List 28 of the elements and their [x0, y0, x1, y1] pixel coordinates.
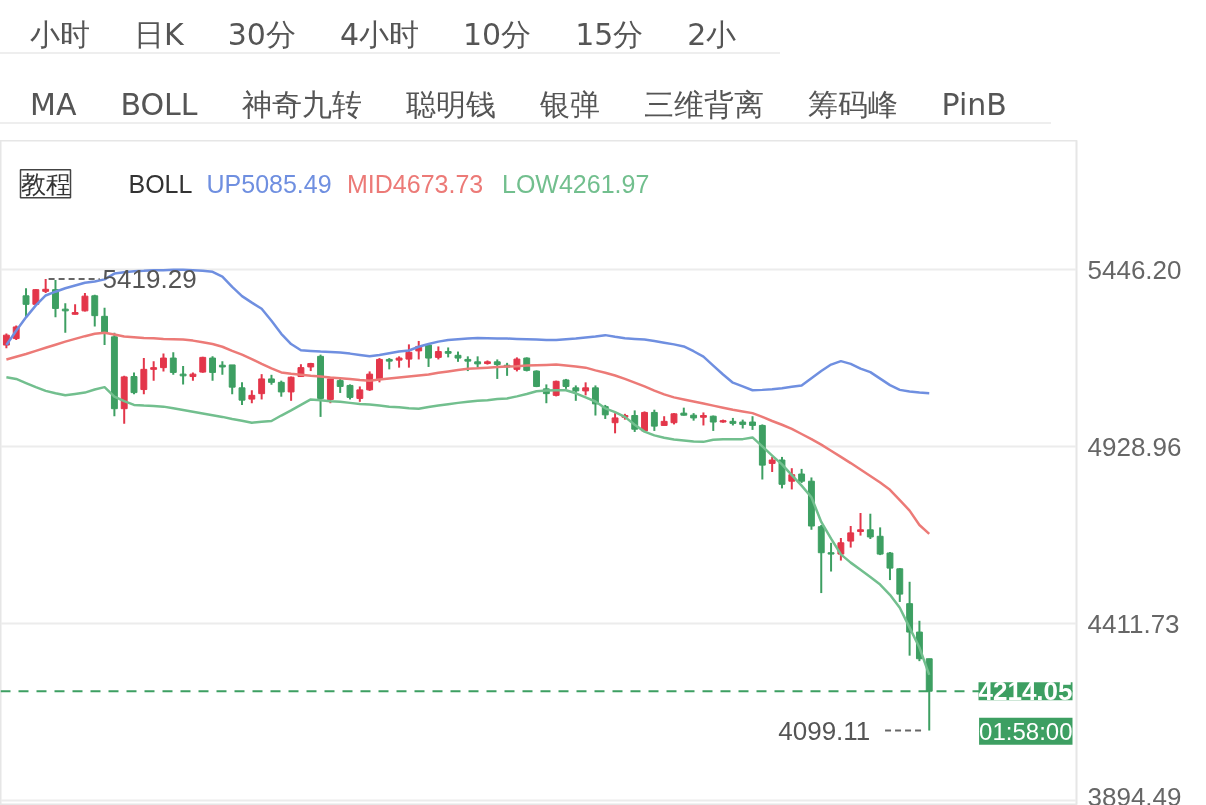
y-tick-label: 4928.96: [1087, 431, 1182, 462]
text: 2小: [687, 17, 737, 52]
text: 聪明钱: [405, 87, 496, 122]
annotation: 4099.11: [778, 715, 871, 746]
text: 30分: [227, 17, 296, 52]
ref-line-label: 4214.05: [978, 676, 1073, 707]
y-tick-label: 4411.73: [1087, 608, 1180, 639]
annotation: 5419.29: [102, 263, 197, 294]
text: 日K: [134, 17, 184, 52]
text: 筹码峰: [807, 87, 898, 122]
text: LOW4261.97: [502, 169, 650, 198]
text: PinB: [941, 87, 1007, 122]
text: 4小时: [339, 17, 419, 52]
text: 小时: [30, 17, 90, 52]
annotation: 教程: [20, 169, 71, 198]
legend-title: BOLL: [128, 169, 193, 198]
text: 10分: [462, 17, 532, 52]
text: 神奇九转: [241, 87, 362, 122]
text: BOLL: [120, 87, 198, 122]
text: 01:58:00: [979, 717, 1073, 745]
y-tick-label: 5446.20: [1087, 254, 1182, 285]
text: MID4673.73: [347, 169, 484, 198]
text: 三维背离: [643, 87, 764, 122]
y-tick-label: 3894.49: [1087, 781, 1182, 805]
text: UP5085.49: [206, 169, 332, 198]
text: MA: [30, 87, 77, 122]
text: 15分: [575, 17, 644, 52]
text: 银弹: [539, 87, 600, 122]
